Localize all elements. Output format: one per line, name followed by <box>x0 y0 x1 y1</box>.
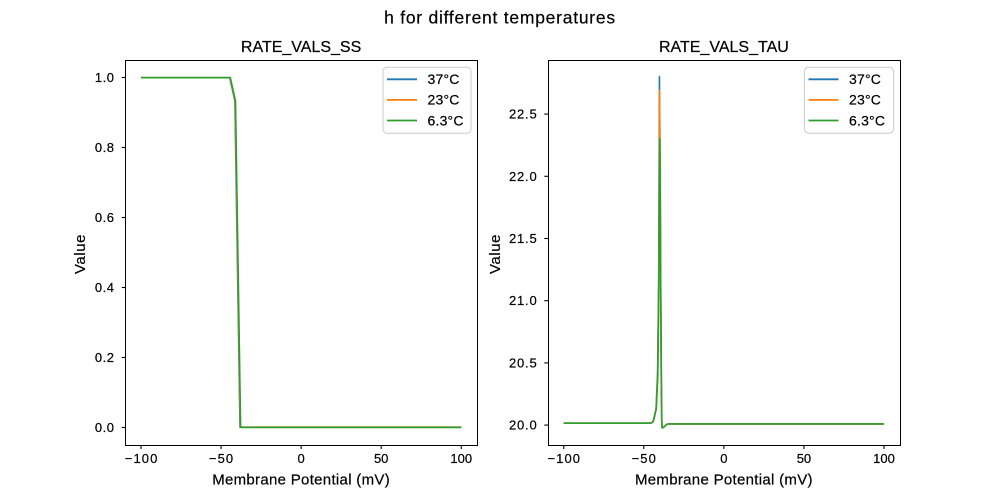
svg-text:20.5: 20.5 <box>509 355 538 370</box>
svg-text:21.0: 21.0 <box>509 293 538 308</box>
svg-text:22.5: 22.5 <box>509 107 538 122</box>
svg-text:0.8: 0.8 <box>95 140 115 155</box>
svg-text:Membrane Potential (mV): Membrane Potential (mV) <box>212 471 390 488</box>
svg-text:100: 100 <box>450 451 472 466</box>
svg-text:h for different temperatures: h for different temperatures <box>384 7 616 27</box>
svg-text:−50: −50 <box>209 451 234 466</box>
svg-text:6.3°C: 6.3°C <box>849 112 885 128</box>
svg-text:22.0: 22.0 <box>509 169 538 184</box>
svg-text:37°C: 37°C <box>428 71 460 87</box>
svg-text:50: 50 <box>797 451 811 466</box>
svg-text:0.0: 0.0 <box>95 420 115 435</box>
svg-text:−100: −100 <box>547 451 581 466</box>
svg-text:RATE_VALS_TAU: RATE_VALS_TAU <box>659 39 789 56</box>
svg-text:0.6: 0.6 <box>95 210 115 225</box>
svg-text:0.2: 0.2 <box>95 350 115 365</box>
svg-text:1.0: 1.0 <box>95 70 115 85</box>
svg-text:50: 50 <box>374 451 388 466</box>
svg-text:Value: Value <box>72 234 89 274</box>
svg-text:Membrane Potential (mV): Membrane Potential (mV) <box>635 471 813 488</box>
svg-text:23°C: 23°C <box>428 92 460 108</box>
svg-text:RATE_VALS_SS: RATE_VALS_SS <box>241 39 361 56</box>
svg-text:0.4: 0.4 <box>95 280 115 295</box>
svg-text:6.3°C: 6.3°C <box>428 112 464 128</box>
svg-text:21.5: 21.5 <box>509 231 538 246</box>
svg-text:0: 0 <box>720 451 727 466</box>
svg-text:37°C: 37°C <box>849 71 881 87</box>
svg-text:Value: Value <box>487 234 504 274</box>
svg-text:20.0: 20.0 <box>509 418 538 433</box>
svg-text:−100: −100 <box>125 451 159 466</box>
svg-text:23°C: 23°C <box>849 92 881 108</box>
svg-text:−50: −50 <box>632 451 657 466</box>
svg-text:0: 0 <box>298 451 305 466</box>
svg-text:100: 100 <box>873 451 895 466</box>
